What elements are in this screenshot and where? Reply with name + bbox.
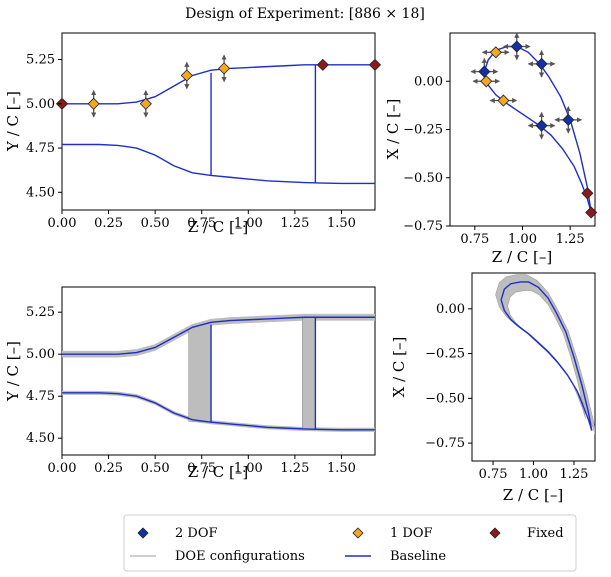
control-point-1dof-1-1 [472, 75, 501, 88]
control-point-fixeddof-1-8 [581, 187, 594, 200]
control-point-fixeddof-0-6 [368, 58, 382, 71]
ytick-label-0-0: 4.50 [26, 185, 55, 200]
ytick-label-3-3: −0.75 [425, 436, 465, 451]
top-left-ylabel: Y / C [–] [4, 91, 22, 152]
bottom-left-ylabel: Y / C [–] [4, 341, 22, 402]
bottom-right-ylabel: X / C [–] [390, 337, 408, 398]
ytick-label-2-0: 4.50 [26, 431, 55, 446]
ytick-label-1-2: −0.50 [403, 171, 443, 186]
ytick-label-2-3: 5.25 [26, 305, 55, 320]
baseline-baseline-lower-0-1 [62, 143, 375, 185]
legend-item-2: Fixed [489, 526, 564, 541]
baseline-baseline-upper-0-0 [62, 64, 375, 105]
xtick-label-3-1: 1.00 [519, 467, 548, 482]
control-point-1dof-0-2 [139, 89, 152, 118]
ytick-label-2-2: 5.00 [26, 347, 55, 362]
xtick-label-0-5: 1.25 [280, 216, 309, 231]
doe-envelope-upper [62, 313, 375, 358]
control-point-2dof-1-7 [554, 105, 583, 134]
ytick-label-0-1: 4.75 [26, 141, 55, 156]
xtick-label-0-2: 0.50 [141, 216, 170, 231]
control-point-1dof-0-1 [87, 89, 100, 118]
ticks-layer: 0.00 0.25 0.50 0.75 1.00 1.25 1.50 4.50 4.75 5.00… [26, 53, 588, 482]
xtick-label-2-0: 0.00 [48, 461, 77, 476]
legend-item-4: Baseline [345, 549, 446, 564]
baseline-baseline-pressure-3-1 [500, 299, 593, 431]
ytick-label-1-3: −0.75 [403, 219, 443, 234]
legend-label-1: 1 DOF [390, 526, 433, 541]
xtick-label-2-2: 0.50 [141, 461, 170, 476]
xtick-label-0-0: 0.00 [48, 216, 77, 231]
xtick-label-1-2: 1.25 [556, 232, 585, 247]
xtick-label-2-1: 0.25 [94, 461, 123, 476]
xtick-label-2-3: 0.75 [187, 461, 216, 476]
control-point-fixeddof-0-5 [316, 58, 329, 71]
control-point-2dof-1-3 [502, 32, 531, 61]
ytick-label-2-1: 4.75 [26, 389, 55, 404]
xtick-label-0-3: 0.75 [187, 216, 216, 231]
bottom-left-xlabel: Z / C [–] [188, 463, 248, 481]
baseline-lines-layer [62, 45, 593, 431]
top-right-ylabel: X / C [–] [384, 99, 402, 160]
legend-item-3: DOE configurations [130, 549, 305, 564]
xtick-label-1-0: 0.75 [460, 232, 489, 247]
panel-top-left-frame [61, 32, 376, 211]
legend-label-2: Fixed [527, 526, 564, 541]
top-right-xlabel: Z / C [–] [492, 248, 552, 266]
ytick-label-1-1: −0.25 [403, 123, 443, 138]
doe-band-1 [302, 316, 316, 430]
doe-blade-cloud [495, 274, 595, 436]
baseline-baseline-pressure-1-1 [483, 71, 592, 213]
control-point-1dof-0-3 [180, 61, 193, 90]
figure-title: Design of Experiment: [886 × 18] [185, 6, 425, 22]
xtick-label-0-6: 1.50 [327, 216, 356, 231]
xtick-label-3-0: 0.75 [479, 467, 508, 482]
xtick-label-0-4: 1.00 [234, 216, 263, 231]
baseline-baseline-suction-1-0 [483, 45, 592, 213]
ytick-label-0-3: 5.25 [26, 53, 55, 68]
xtick-label-2-4: 1.00 [234, 461, 263, 476]
legend-label-4: Baseline [390, 549, 446, 564]
xtick-label-2-5: 1.25 [280, 461, 309, 476]
baseline-baseline-upper-2-0 [62, 316, 375, 355]
doe-bands-layer [62, 274, 595, 436]
legend-box [123, 514, 577, 572]
control-point-2dof-1-4 [527, 50, 556, 78]
bottom-right-xlabel: Z / C [–] [503, 486, 563, 504]
control-point-1dof-0-4 [218, 54, 231, 83]
legend-label-0: 2 DOF [175, 526, 218, 541]
ytick-label-1-0: 0.00 [414, 74, 443, 89]
top-left-xlabel: Z / C [–] [188, 218, 248, 236]
panel-bottom-left-frame [61, 286, 376, 456]
doe-envelope-lower [62, 390, 375, 432]
baseline-baseline-suction-3-0 [500, 281, 593, 431]
xtick-label-3-2: 1.25 [559, 467, 588, 482]
control-points-layer [55, 32, 598, 219]
ytick-label-3-1: −0.25 [425, 347, 465, 362]
xtick-label-2-6: 1.50 [327, 461, 356, 476]
legend-item-0: 2 DOF [137, 526, 218, 541]
ytick-label-3-2: −0.50 [425, 391, 465, 406]
control-point-1dof-1-5 [489, 94, 518, 107]
ytick-label-0-2: 5.00 [26, 97, 55, 112]
control-point-2dof-1-6 [527, 111, 556, 140]
control-point-1dof-1-2 [481, 46, 510, 59]
legend-item-1: 1 DOF [352, 526, 433, 541]
xtick-label-0-1: 0.25 [94, 216, 123, 231]
doe-band-0 [188, 321, 212, 423]
control-point-fixeddof-1-9 [585, 206, 598, 219]
ytick-label-3-0: 0.00 [436, 302, 465, 317]
legend: 2 DOF 1 DOF Fixed DOE configurations Baselin… [123, 514, 577, 572]
legend-label-3: DOE configurations [175, 549, 305, 564]
xtick-label-1-1: 1.00 [508, 232, 537, 247]
